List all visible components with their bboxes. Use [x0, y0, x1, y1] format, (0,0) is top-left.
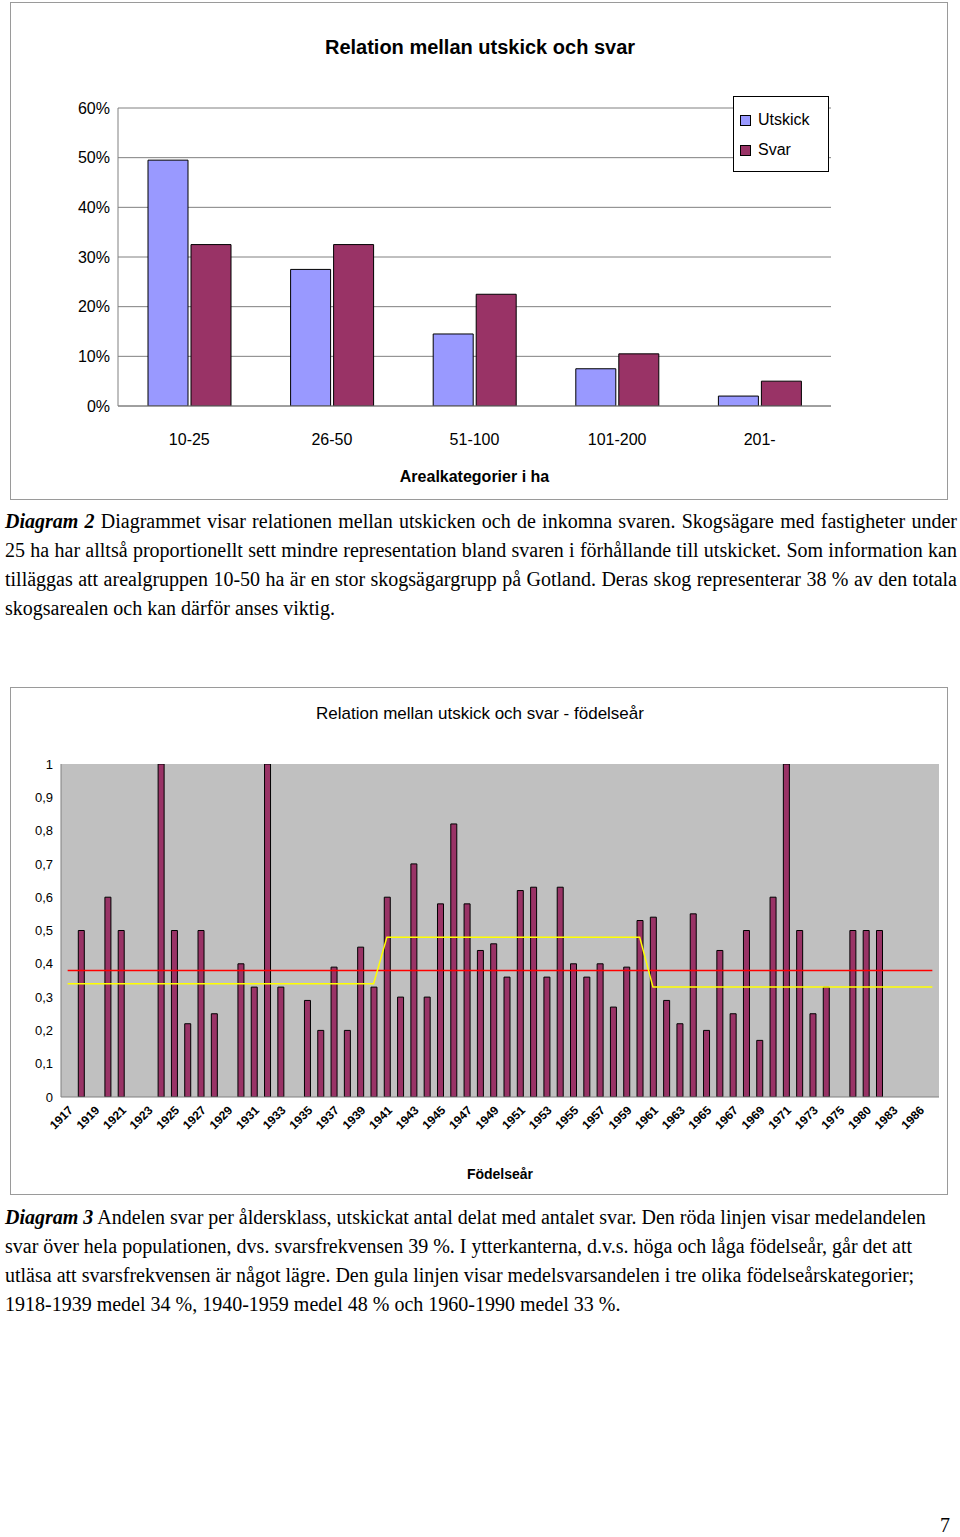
svg-text:1921: 1921 [100, 1103, 129, 1132]
svg-text:1933: 1933 [260, 1103, 289, 1132]
svg-text:1: 1 [46, 757, 53, 772]
html-text:Utskick: Utskick [758, 111, 810, 128]
svg-text:1969: 1969 [739, 1103, 768, 1132]
svg-text:1963: 1963 [659, 1103, 688, 1132]
svg-text:10-25: 10-25 [169, 431, 210, 448]
svg-text:1941: 1941 [366, 1103, 395, 1132]
svg-text:0,3: 0,3 [35, 990, 53, 1005]
svg-text:40%: 40% [78, 199, 110, 216]
svg-text:1947: 1947 [446, 1103, 475, 1132]
svg-text:0,4: 0,4 [35, 956, 53, 971]
svg-text:1965: 1965 [686, 1103, 715, 1132]
svg-text:0,9: 0,9 [35, 790, 53, 805]
svg-text:1953: 1953 [526, 1103, 555, 1132]
html-text:Diagram 3 Andelen svar per åld: Diagram 3 Andelen svar per åldersklass, … [5, 1206, 926, 1315]
svg-text:1937: 1937 [313, 1103, 342, 1132]
svg-text:1967: 1967 [712, 1103, 741, 1132]
svg-text:51-100: 51-100 [450, 431, 500, 448]
svg-text:30%: 30% [78, 249, 110, 266]
svg-text:0,2: 0,2 [35, 1023, 53, 1038]
svg-text:1975: 1975 [819, 1103, 848, 1132]
svg-text:1973: 1973 [792, 1103, 821, 1132]
html-text:7: 7 [940, 1514, 950, 1536]
svg-text:1929: 1929 [207, 1103, 236, 1132]
svg-text:1986: 1986 [898, 1103, 927, 1132]
svg-text:60%: 60% [78, 100, 110, 117]
svg-text:1961: 1961 [632, 1103, 661, 1132]
svg-text:1923: 1923 [127, 1103, 156, 1132]
html-text:Relation mellan utskick och sv: Relation mellan utskick och svar - födel… [316, 704, 644, 723]
svg-text:20%: 20% [78, 298, 110, 315]
svg-text:0,8: 0,8 [35, 823, 53, 838]
svg-text:0,5: 0,5 [35, 923, 53, 938]
svg-text:1931: 1931 [233, 1103, 262, 1132]
svg-text:0: 0 [46, 1090, 53, 1105]
svg-text:0,6: 0,6 [35, 890, 53, 905]
svg-text:1980: 1980 [845, 1103, 874, 1132]
svg-text:1955: 1955 [553, 1103, 582, 1132]
svg-text:1959: 1959 [606, 1103, 635, 1132]
html-text:Svar: Svar [758, 141, 791, 158]
svg-text:1935: 1935 [286, 1103, 315, 1132]
svg-text:1943: 1943 [393, 1103, 422, 1132]
svg-text:0%: 0% [87, 398, 110, 415]
svg-text:1945: 1945 [420, 1103, 449, 1132]
svg-text:1919: 1919 [74, 1103, 103, 1132]
svg-text:1957: 1957 [579, 1103, 608, 1132]
svg-text:Födelseår: Födelseår [467, 1166, 534, 1182]
svg-text:1939: 1939 [340, 1103, 369, 1132]
svg-text:1917: 1917 [47, 1103, 76, 1132]
svg-text:26-50: 26-50 [311, 431, 352, 448]
html-text:Diagram 2 Diagrammet visar rel: Diagram 2 Diagrammet visar relationen me… [5, 510, 957, 619]
svg-text:1949: 1949 [473, 1103, 502, 1132]
svg-text:1971: 1971 [765, 1103, 794, 1132]
svg-text:0,7: 0,7 [35, 857, 53, 872]
svg-text:Arealkategorier i ha: Arealkategorier i ha [400, 468, 550, 485]
svg-text:1925: 1925 [153, 1103, 182, 1132]
svg-text:1951: 1951 [499, 1103, 528, 1132]
svg-text:50%: 50% [78, 149, 110, 166]
html-text:Relation mellan utskick och sv: Relation mellan utskick och svar [324, 36, 636, 58]
svg-text:101-200: 101-200 [588, 431, 647, 448]
svg-text:1983: 1983 [872, 1103, 901, 1132]
svg-text:1927: 1927 [180, 1103, 209, 1132]
svg-text:10%: 10% [78, 348, 110, 365]
svg-text:201-: 201- [744, 431, 776, 448]
svg-text:0,1: 0,1 [35, 1056, 53, 1071]
